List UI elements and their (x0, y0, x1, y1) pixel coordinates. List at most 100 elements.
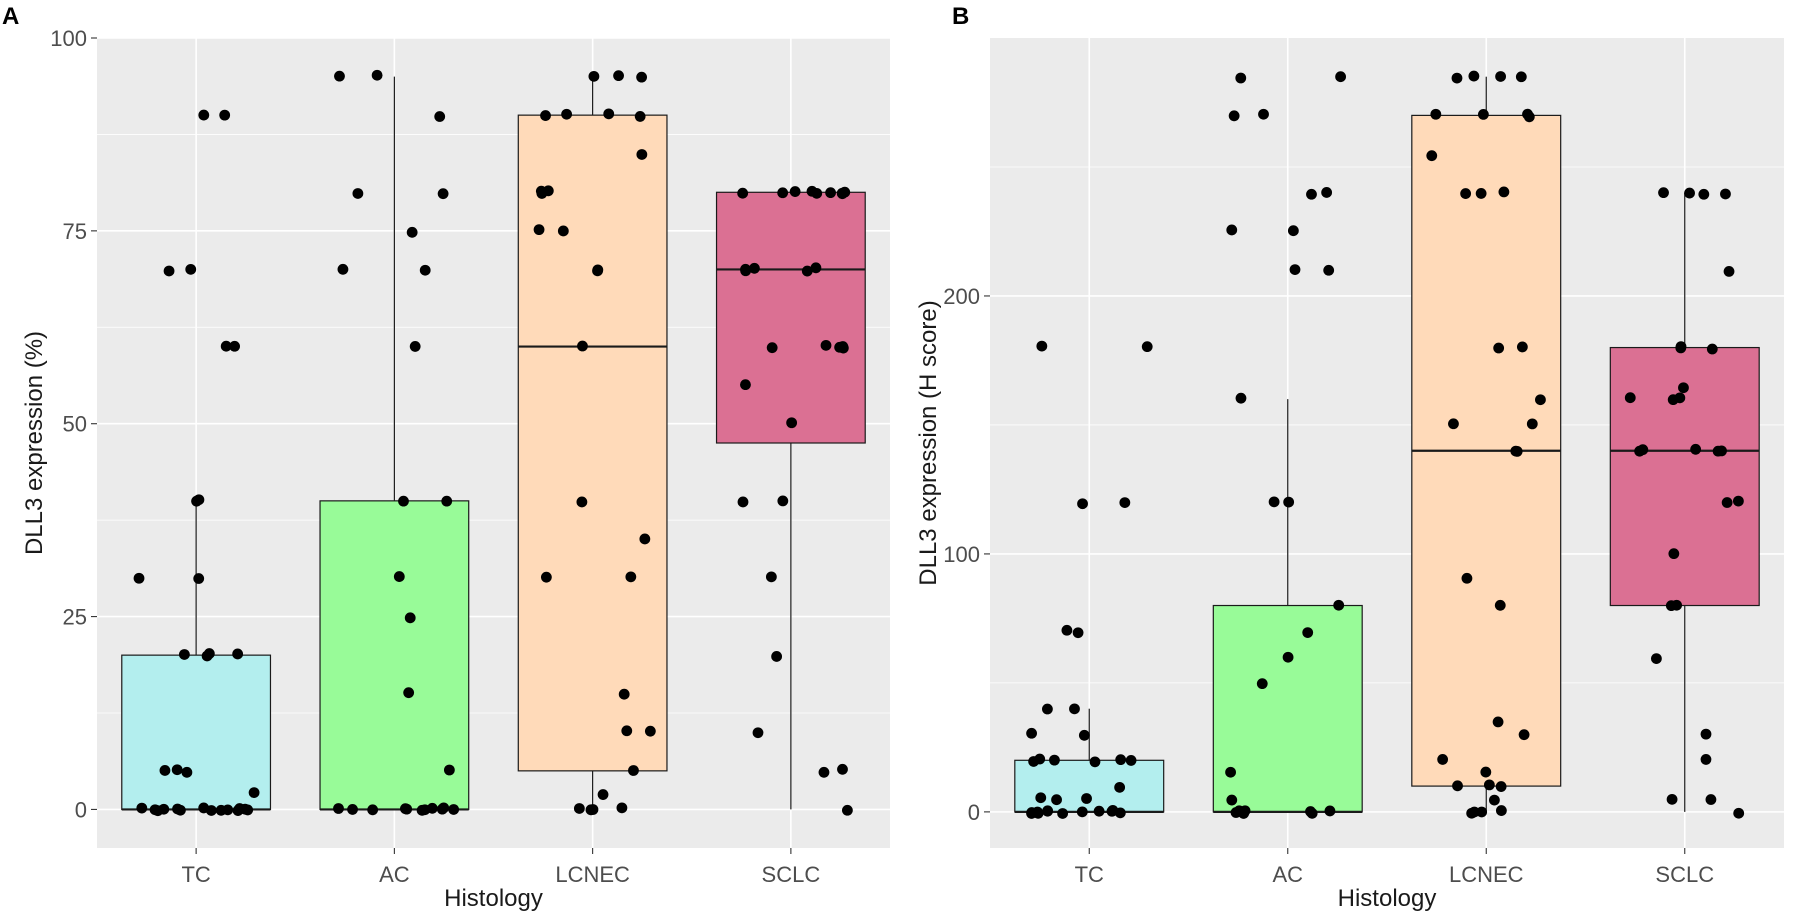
data-point (1675, 342, 1687, 354)
data-point (737, 187, 749, 199)
data-point (1448, 418, 1459, 430)
data-point (841, 804, 853, 816)
data-point (740, 379, 751, 391)
data-point (576, 496, 588, 508)
data-point (621, 725, 633, 737)
data-point (398, 495, 409, 507)
y-tick-label: 0 (968, 800, 980, 825)
data-point (1511, 445, 1523, 457)
data-point (777, 495, 789, 507)
data-point (740, 265, 752, 277)
data-point (1283, 496, 1295, 508)
data-point (1665, 600, 1677, 612)
data-point (1235, 72, 1247, 84)
data-point (752, 727, 764, 739)
data-point (588, 70, 600, 82)
data-point (171, 764, 183, 776)
data-point (628, 765, 639, 776)
data-point (219, 109, 231, 121)
data-point (1226, 224, 1238, 236)
data-point (441, 495, 453, 507)
data-point (1042, 805, 1053, 817)
data-point (1051, 794, 1062, 806)
data-point (1026, 727, 1037, 739)
data-point (178, 649, 190, 660)
data-point (1684, 187, 1695, 199)
data-point (837, 342, 849, 354)
data-point (436, 803, 448, 815)
data-point (248, 787, 260, 798)
x-axis-title: Histology (444, 885, 543, 912)
data-point (334, 70, 345, 82)
data-point (801, 265, 813, 277)
box-ac (1212, 604, 1363, 813)
data-point (352, 188, 364, 199)
data-point (437, 188, 449, 200)
data-point (1093, 805, 1105, 817)
data-point (1650, 653, 1662, 664)
data-point (1324, 805, 1336, 817)
data-point (540, 110, 551, 121)
data-point (561, 108, 573, 120)
data-point (573, 803, 585, 814)
data-point (806, 185, 818, 197)
box-sclc (715, 191, 866, 444)
data-point (448, 804, 460, 815)
data-point (1723, 265, 1735, 277)
panel-tag-a: A (2, 3, 19, 30)
x-tick-label: SCLC (1655, 862, 1714, 887)
data-point (1430, 108, 1442, 120)
data-point (136, 802, 148, 814)
data-point (1335, 71, 1347, 83)
data-point (1076, 806, 1088, 818)
data-point (1720, 188, 1731, 200)
data-point (540, 571, 552, 583)
data-point (1466, 807, 1478, 819)
data-point (1226, 794, 1238, 806)
data-point (152, 805, 164, 817)
data-point (1235, 392, 1247, 404)
data-point (222, 804, 234, 816)
data-point (409, 341, 421, 352)
data-point (229, 340, 240, 352)
data-point (1115, 754, 1127, 766)
data-point (766, 342, 778, 354)
data-point (577, 340, 588, 352)
y-tick-label: 50 (63, 412, 87, 437)
x-tick-label: LCNEC (555, 862, 630, 887)
data-point (333, 803, 344, 814)
data-point (786, 417, 798, 429)
x-axis-title: Histology (1338, 885, 1437, 912)
data-point (1061, 624, 1073, 636)
data-point (220, 340, 232, 352)
data-point (777, 187, 789, 199)
data-point (406, 226, 418, 238)
data-point (1495, 781, 1507, 792)
box-lcnec (517, 114, 668, 772)
data-point (636, 149, 648, 160)
data-point (616, 802, 628, 814)
x-tick-label: TC (1075, 862, 1104, 887)
data-point (1042, 703, 1053, 715)
data-point (1634, 445, 1645, 457)
data-point (1492, 716, 1504, 728)
data-point (1302, 627, 1314, 638)
data-point (403, 687, 415, 699)
data-point (1437, 754, 1449, 765)
data-point (181, 766, 193, 778)
data-point (1624, 392, 1636, 404)
data-point (1077, 498, 1088, 510)
data-point (193, 573, 205, 584)
data-point (232, 648, 244, 660)
y-axis-title: DLL3 expression (H score) (915, 300, 942, 585)
data-point (837, 763, 848, 775)
data-point (1733, 807, 1745, 819)
data-point (1690, 443, 1702, 455)
data-point (1225, 766, 1236, 778)
data-point (603, 108, 615, 120)
data-point (163, 265, 175, 277)
data-point (1518, 729, 1530, 741)
x-tick-label: SCLC (762, 862, 821, 887)
data-point (613, 70, 624, 82)
data-point (1706, 343, 1718, 355)
